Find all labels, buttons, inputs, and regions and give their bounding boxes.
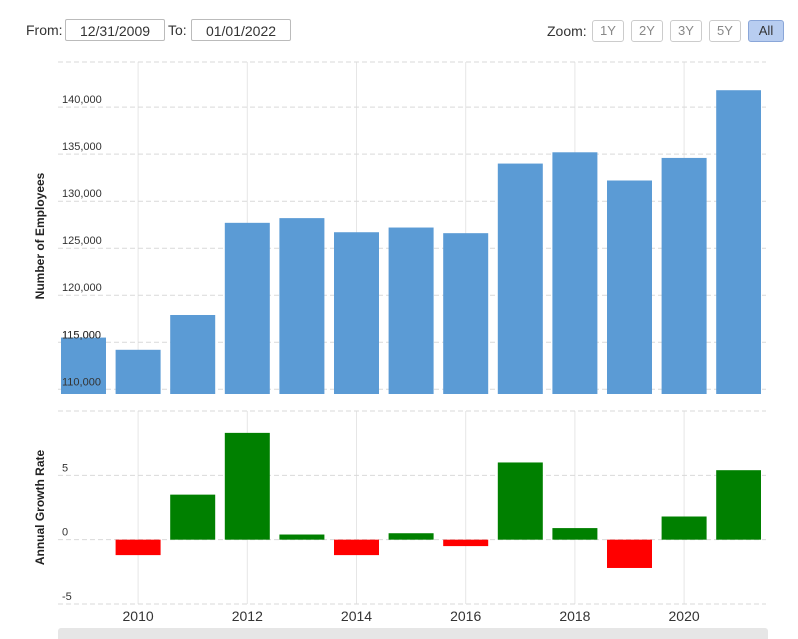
- zoom-5y-button[interactable]: 5Y: [709, 20, 741, 42]
- top-y-tick-label: 140,000: [62, 94, 102, 106]
- from-label: From:: [26, 22, 63, 38]
- x-tick-label: 2020: [669, 608, 700, 624]
- growth-bar-positive: [279, 534, 325, 540]
- employees-bar: [334, 232, 379, 394]
- growth-bar-positive: [224, 432, 270, 540]
- growth-bar-positive: [552, 528, 598, 540]
- bottom-y-tick-label: -5: [62, 591, 72, 603]
- to-label: To:: [168, 22, 187, 38]
- x-tick-label: 2012: [232, 608, 263, 624]
- growth-bar-negative: [115, 539, 161, 556]
- from-date-input[interactable]: 12/31/2009: [65, 19, 165, 41]
- chart-toolbar: From: 12/31/2009 To: 01/01/2022 Zoom: 1Y…: [0, 0, 798, 50]
- navigator-strip[interactable]: [58, 628, 768, 639]
- top-y-tick-label: 125,000: [62, 235, 102, 247]
- growth-bar-negative: [607, 539, 652, 568]
- top-y-tick-label: 120,000: [62, 282, 102, 294]
- growth-bar-negative: [443, 539, 489, 547]
- x-tick-label: 2018: [559, 608, 590, 624]
- employees-bar: [388, 227, 434, 394]
- bottom-y-axis-label: Annual Growth Rate: [33, 450, 47, 566]
- zoom-all-button[interactable]: All: [748, 20, 784, 42]
- x-tick-label: 2010: [123, 608, 154, 624]
- bottom-y-tick-label: 0: [62, 527, 68, 539]
- top-y-tick-label-overlay: 110,000: [62, 376, 101, 388]
- bottom-y-tick-label: 5: [62, 462, 68, 474]
- employees-bar: [443, 233, 489, 394]
- x-tick-label: 2016: [450, 608, 481, 624]
- zoom-1y-button[interactable]: 1Y: [592, 20, 624, 42]
- top-y-tick-label-overlay: 115,000: [62, 329, 101, 341]
- growth-bar-positive: [388, 533, 434, 540]
- employees-bar: [552, 152, 598, 394]
- growth-bar-positive: [170, 494, 216, 540]
- zoom-label: Zoom:: [547, 23, 587, 39]
- zoom-3y-button[interactable]: 3Y: [670, 20, 702, 42]
- x-tick-label: 2014: [341, 608, 372, 624]
- employees-bar: [224, 222, 270, 394]
- employees-bar: [279, 218, 325, 394]
- growth-bar-positive: [497, 462, 543, 540]
- top-y-tick-label: 130,000: [62, 188, 102, 200]
- growth-bar-positive: [661, 516, 707, 540]
- employees-bar: [661, 157, 707, 394]
- employees-bar: [115, 349, 161, 394]
- employees-bar: [170, 314, 216, 394]
- employees-bar: [607, 180, 652, 394]
- growth-bar-negative: [334, 539, 379, 556]
- top-y-tick-label: 135,000: [62, 141, 102, 153]
- employees-bar: [497, 163, 543, 394]
- to-date-input[interactable]: 01/01/2022: [191, 19, 291, 41]
- employees-bar: [61, 337, 106, 394]
- zoom-2y-button[interactable]: 2Y: [631, 20, 663, 42]
- employees-bar: [716, 90, 761, 394]
- top-y-axis-label: Number of Employees: [33, 172, 47, 299]
- growth-bar-positive: [716, 470, 761, 540]
